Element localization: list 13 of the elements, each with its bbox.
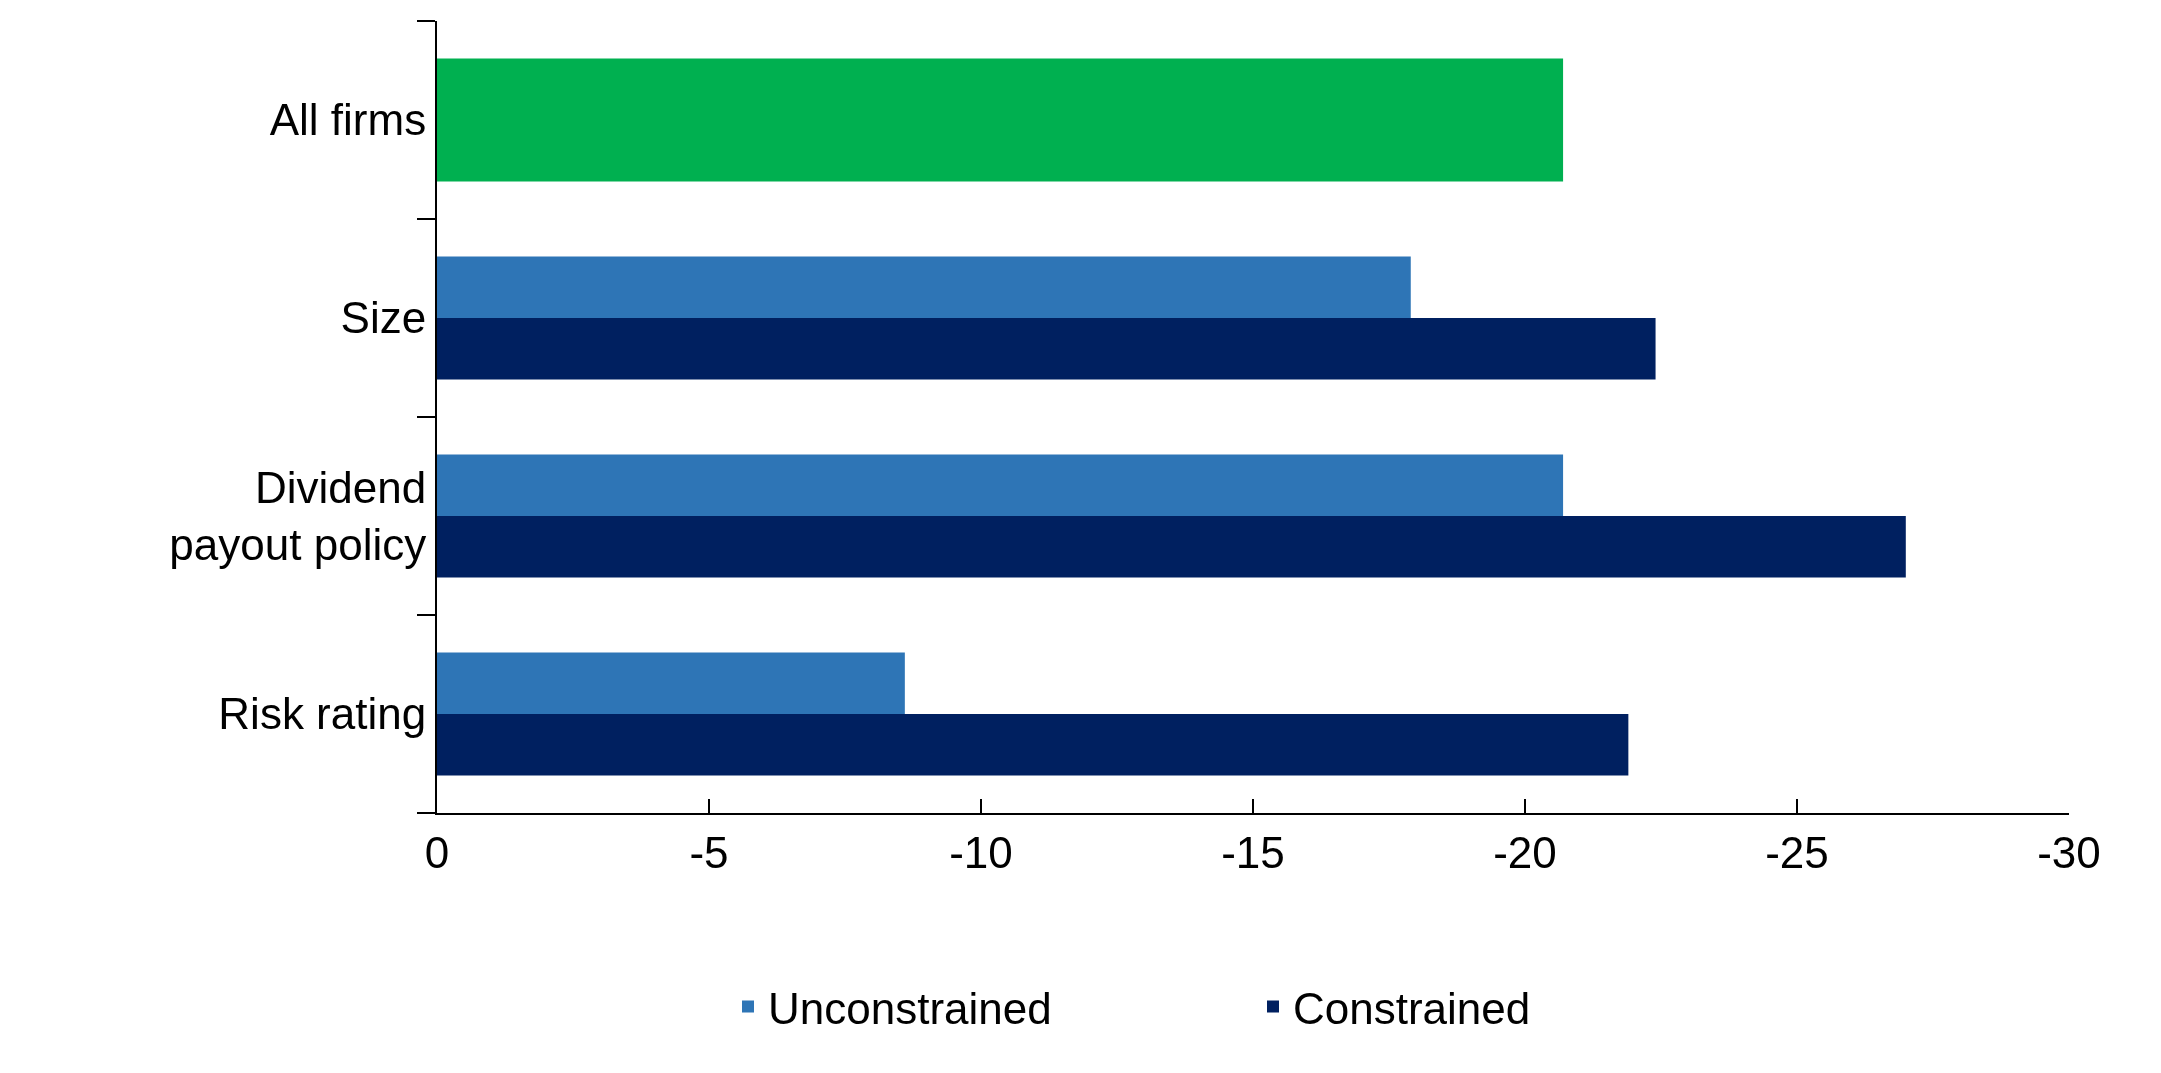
y-tick-label: Dividend payout policy (169, 462, 427, 569)
x-tick-label: -25 (1765, 827, 1829, 877)
legend-label: Constrained (1293, 983, 1531, 1033)
x-tick-label: -20 (1493, 827, 1557, 877)
x-tick-label: -10 (949, 827, 1013, 877)
x-tick-label: 0 (424, 827, 450, 877)
y-tick-label: Size (340, 293, 427, 343)
x-tick-label: -15 (1221, 827, 1285, 877)
x-tick-label: -5 (689, 827, 729, 877)
x-tick-label: -30 (2037, 827, 2101, 877)
y-tick-label: Risk rating (218, 689, 427, 739)
legend-label: Unconstrained (768, 983, 1052, 1033)
y-tick-label: All firms (269, 95, 427, 145)
